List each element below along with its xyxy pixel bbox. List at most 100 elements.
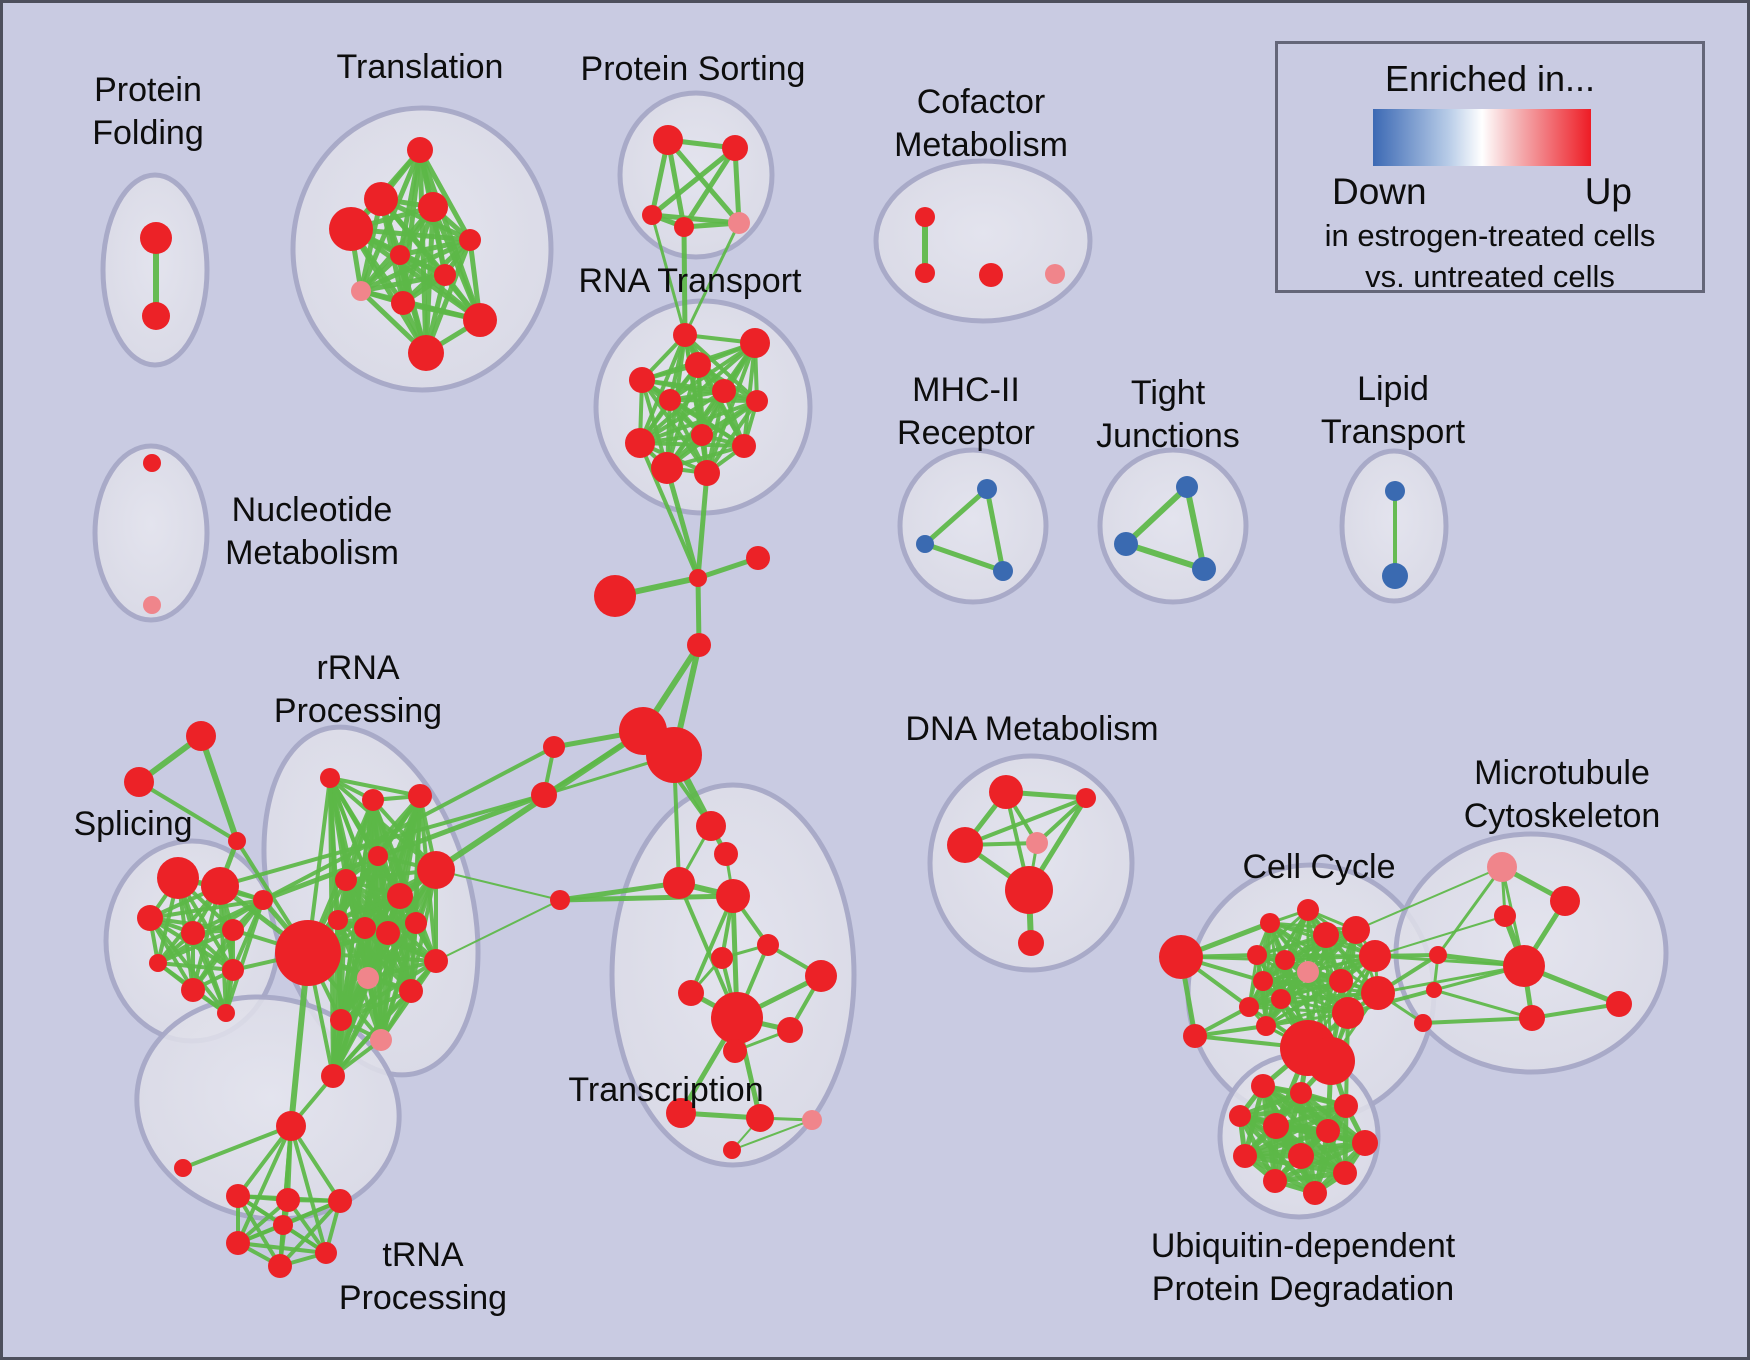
node-ps1 — [653, 125, 683, 155]
node-d6 — [1018, 930, 1044, 956]
node-u4 — [1229, 1105, 1251, 1127]
node-lt1 — [1385, 481, 1405, 501]
edge-d2-d3 — [963, 796, 1088, 847]
edge-rt2-rt5 — [668, 341, 757, 402]
node-rt9 — [625, 428, 655, 458]
edge-rt11-c2 — [664, 465, 701, 581]
node-ps3 — [642, 205, 662, 225]
edge-rt1-rt9 — [638, 333, 687, 445]
edge-m1-m2 — [922, 486, 990, 547]
node-mt1 — [1487, 852, 1517, 882]
node-r7 — [387, 883, 413, 909]
node-s4 — [181, 921, 205, 945]
node-s8 — [181, 978, 205, 1002]
edge-ps2-ps4 — [681, 145, 738, 230]
cluster-rrna-processing-label-line1: rRNA — [316, 649, 399, 687]
cluster-protein-sorting-label-line1: Protein Sorting — [581, 50, 806, 88]
node-cc9 — [1313, 922, 1339, 948]
cluster-nucleotide-metabolism-label-line2: Metabolism — [225, 534, 399, 572]
node-cco2 — [1183, 1024, 1207, 1048]
edge-tcc-r6 — [435, 869, 561, 901]
node-rt10 — [732, 434, 756, 458]
cluster-ubiquitin-dependent-protein-degradation-label-line2: Protein Degradation — [1152, 1270, 1454, 1308]
node-t6 — [390, 245, 410, 265]
edge-tn1-tn5 — [236, 1194, 282, 1268]
edge-rt9-c2 — [638, 441, 700, 580]
edge-cc13-cc15 — [1264, 991, 1380, 1028]
node-mt2 — [1550, 886, 1580, 916]
node-tc2 — [714, 842, 738, 866]
node-u10 — [1333, 1161, 1357, 1185]
node-s5 — [222, 919, 244, 941]
edge-ps3-rt1 — [650, 213, 687, 337]
cluster-protein-folding-label-line1: Protein — [94, 71, 202, 109]
edge-tc13-tc14 — [731, 1119, 813, 1151]
edge-t4-t10 — [430, 204, 483, 323]
node-s2 — [201, 867, 239, 905]
edge-r11-r13 — [379, 921, 418, 1042]
node-c3 — [594, 575, 636, 617]
node-tn3 — [328, 1189, 352, 1213]
edge-ps4-rt1 — [681, 224, 688, 338]
node-tc14 — [723, 1141, 741, 1159]
cluster-tight-junctions-label-line2: Junctions — [1096, 417, 1240, 455]
edge-ps5-rt1 — [683, 221, 741, 337]
legend-title: Enriched in... — [1384, 58, 1596, 99]
cluster-nucleotide-metabolism-ellipse — [92, 443, 210, 623]
node-c5 — [543, 736, 565, 758]
node-r11 — [405, 912, 427, 934]
node-tc4 — [716, 879, 750, 913]
node-cc6 — [1253, 971, 1273, 991]
node-mt4 — [1503, 945, 1545, 987]
cluster-mhc-ii-receptor-label-line2: Receptor — [897, 414, 1035, 452]
edge-tj2-tj3 — [1123, 541, 1207, 572]
edge-t5-t6 — [397, 237, 473, 258]
legend-down-label: Down — [1332, 171, 1427, 212]
edge-cc13-mt4 — [1376, 964, 1526, 995]
cluster-tight-junctions-label-line1: Tight — [1131, 374, 1206, 412]
node-rt3 — [685, 352, 711, 378]
node-cc13 — [1361, 976, 1395, 1010]
node-cc12 — [1329, 969, 1353, 993]
node-cch2 — [1307, 1037, 1355, 1085]
node-tn1 — [226, 1184, 250, 1208]
edge-m1-m3 — [984, 486, 1006, 574]
cluster-lipid-transport-label-line1: Lipid — [1357, 370, 1429, 408]
edge-tcc-tc4 — [557, 893, 736, 903]
legend-note-line1: in estrogen-treated cells — [1324, 218, 1656, 253]
node-s9 — [222, 959, 244, 981]
edge-ps2-ps3 — [649, 145, 738, 218]
node-cc3 — [1247, 945, 1267, 965]
edge-s6-s8 — [191, 898, 265, 992]
edge-th-tn6 — [289, 1124, 328, 1255]
node-cc14 — [1332, 997, 1364, 1029]
node-u11 — [1263, 1169, 1287, 1193]
edge-s6-s10 — [224, 898, 265, 1015]
edge-tj1-tj3 — [1184, 484, 1207, 572]
edge-tcc-r15 — [435, 899, 561, 962]
node-c6 — [531, 782, 557, 808]
edge-st2-st3 — [137, 780, 239, 843]
node-rh — [275, 920, 341, 986]
node-tc12 — [746, 1104, 774, 1132]
node-u7 — [1352, 1130, 1378, 1156]
edge-mt5-mt6 — [1530, 1002, 1621, 1020]
node-cf3 — [979, 263, 1003, 287]
edge-u6-u8 — [1242, 1128, 1331, 1159]
node-t5 — [459, 229, 481, 251]
node-cc7 — [1271, 989, 1291, 1009]
edge-tc4-tc7 — [689, 894, 735, 995]
node-rt5 — [659, 389, 681, 411]
node-hub2 — [646, 727, 702, 783]
edge-cc8-cc14 — [1247, 1005, 1350, 1015]
node-n1 — [143, 454, 161, 472]
node-m2 — [916, 535, 934, 553]
node-t8 — [351, 281, 371, 301]
cluster-transcription-label-line1: Transcription — [568, 1071, 763, 1109]
node-bm1 — [1429, 946, 1447, 964]
labels-layer: Protein Folding Translation Protein Sorting… — [73, 48, 1660, 1317]
node-cco1 — [1159, 935, 1203, 979]
edge-cc9-cc15 — [1264, 933, 1328, 1028]
node-tn7 — [273, 1215, 293, 1235]
